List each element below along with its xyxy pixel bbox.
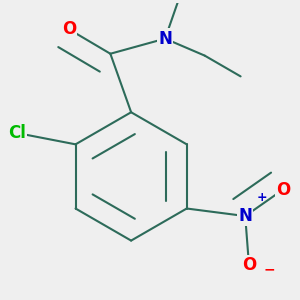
Text: N: N — [238, 207, 252, 225]
Text: N: N — [158, 30, 172, 48]
Text: Cl: Cl — [8, 124, 26, 142]
Text: O: O — [276, 181, 290, 199]
Text: O: O — [62, 20, 76, 38]
Text: +: + — [257, 191, 268, 204]
Text: O: O — [242, 256, 256, 274]
Text: −: − — [264, 262, 276, 276]
